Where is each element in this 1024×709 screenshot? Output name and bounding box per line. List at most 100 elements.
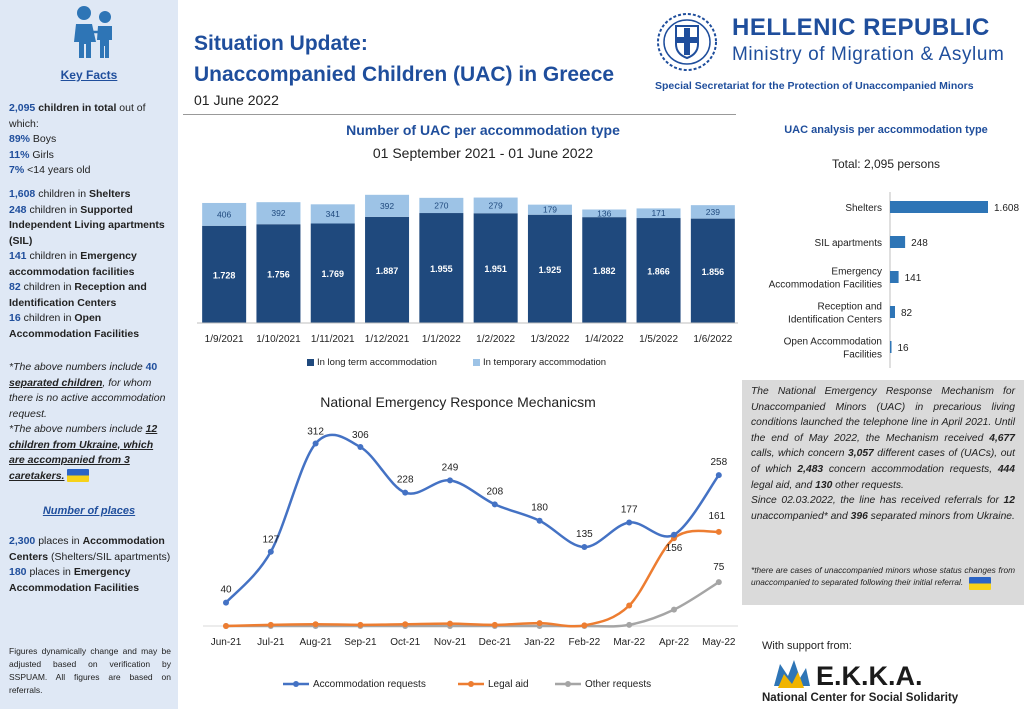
bar-label-temporary: 179: [543, 205, 557, 215]
series-point: [715, 579, 722, 586]
page-title-line2: Unaccompanied Children (UAC) in Greece: [194, 63, 615, 86]
bar-long-term: [419, 213, 464, 323]
analysis-category-label: Accommodation Facilities: [769, 280, 882, 291]
analysis-category-label: Shelters: [845, 203, 882, 214]
mechanism-line-chart: Jun-21 Jul-21 Aug-21 Sep-21 Oct-21 Nov-21 Dec-…: [203, 427, 738, 690]
analysis-category-label: Reception and: [818, 302, 883, 313]
mechanism-footnote: *there are cases of unaccompanied minors…: [751, 564, 1015, 590]
ric-count: 82: [9, 281, 21, 293]
bar-label-long-term: 1.951: [484, 264, 507, 274]
x-tick-label: Jul-21: [257, 637, 285, 648]
x-tick-label: 1/9/2021: [205, 334, 244, 345]
bar-temporary: [256, 202, 301, 225]
data-label-accommodation: 208: [486, 486, 503, 497]
series-line: [225, 529, 719, 628]
total-tail: out of which:: [9, 102, 146, 130]
ekka-logo-text: E.K.K.A.: [816, 661, 923, 691]
series-point: [626, 621, 633, 628]
x-tick-label: 1/3/2022: [530, 334, 569, 345]
open-type: Open Accommodation Facilities: [9, 312, 140, 340]
bar-label-long-term: 1.866: [647, 267, 670, 277]
shelters-label: children in: [35, 188, 89, 200]
legend-marker: [565, 681, 571, 687]
x-tick-label: Sep-21: [344, 637, 377, 648]
bar-long-term: [582, 217, 627, 323]
analysis-horizontal-bar-chart: 1.608 Shelters 248 SIL apartments 141 Emergen…: [769, 192, 1019, 368]
bar-temporary: [365, 194, 410, 217]
analysis-chart-subtitle: Total: 2,095 persons: [831, 157, 941, 171]
series-point: [447, 620, 453, 627]
bar-long-term: [636, 218, 681, 323]
analysis-bar: [890, 271, 899, 283]
note1-separated: separated children: [9, 376, 103, 389]
series-point: [715, 528, 722, 535]
series-point: [357, 621, 364, 628]
analysis-bar: [890, 201, 988, 213]
total-label: children in total: [35, 102, 117, 114]
girls-label: Girls: [29, 148, 54, 161]
places-centers-note: (Shelters/SIL apartments): [48, 550, 171, 563]
sidebar-footer: Figures dynamically change and may be ad…: [9, 646, 171, 695]
series-point: [223, 623, 229, 629]
analysis-chart-title: UAC analysis per accommodation type: [784, 124, 988, 136]
bar-label-temporary: 392: [380, 201, 394, 211]
series-point: [671, 531, 677, 538]
analysis-category-label: Identification Centers: [788, 315, 882, 326]
note2-text: *The above numbers include: [9, 423, 146, 435]
x-tick-label: 1/10/2021: [256, 334, 301, 345]
org-name: HELLENIC REPUBLIC: [732, 14, 990, 41]
x-tick-label: 1/5/2022: [639, 334, 678, 345]
series-point: [626, 519, 633, 526]
legend-marker: [468, 681, 474, 687]
bar-temporary: [527, 204, 572, 215]
secretariat-name: Special Secretariat for the Protection o…: [655, 80, 974, 92]
data-label-accommodation: 156: [666, 543, 683, 554]
data-label-accommodation: 312: [307, 427, 324, 438]
data-label-accommodation: 177: [621, 504, 638, 515]
bar-temporary: [419, 197, 464, 214]
series-point: [402, 489, 409, 496]
x-tick-label: Dec-21: [479, 637, 512, 648]
analysis-value-label: 82: [901, 308, 913, 319]
page-date: 01 June 2022: [194, 92, 279, 108]
places-centers-count: 2,300: [9, 535, 36, 547]
x-tick-label: Jun-21: [211, 637, 242, 648]
ukraine-flag-icon: [67, 469, 90, 483]
legend-label-temporary: In temporary accommodation: [483, 357, 606, 368]
analysis-bar: [890, 341, 892, 353]
bar-label-long-term: 1.925: [539, 265, 562, 275]
bar-label-long-term: 1.756: [267, 270, 290, 280]
ric-type: Reception and Identification Centers: [9, 281, 147, 309]
header-divider: [183, 114, 736, 115]
accommodation-chart-subtitle: 01 September 2021 - 01 June 2022: [372, 145, 594, 161]
data-label-other: 75: [713, 562, 725, 573]
bar-label-temporary: 392: [271, 208, 285, 218]
analysis-category-label: SIL apartments: [815, 238, 882, 249]
emergency-label: children in: [26, 250, 81, 262]
ekka-logo: E.K.K.A.: [774, 660, 923, 691]
series-point: [267, 621, 274, 628]
ukraine-flag-icon: [969, 576, 992, 590]
series-point: [581, 544, 588, 551]
total-count: 2,095: [9, 102, 36, 114]
accommodation-stacked-bar-chart: 1.728 406 1/9/2021 1.756 392 1/10/2021 1.769 34…: [197, 194, 738, 368]
note1-text: *The above numbers include: [9, 361, 146, 373]
support-org-name: National Center for Social Solidarity: [762, 692, 959, 704]
page-title-line1: Situation Update:: [194, 32, 368, 55]
places-centers-label: places in: [35, 535, 83, 547]
bar-label-long-term: 1.955: [430, 264, 453, 274]
mechanism-info-box: The National Emergency Response Mechanis…: [742, 380, 1024, 605]
bar-long-term: [473, 213, 518, 323]
emergency-type: Emergency accommodation facilities: [9, 250, 137, 278]
analysis-bar: [890, 236, 906, 248]
series-point: [626, 602, 633, 609]
placement-block: 1,608 children in Shelters 248 children …: [9, 187, 171, 342]
series-point: [491, 621, 498, 628]
series-point: [715, 472, 722, 479]
series-point: [402, 621, 409, 628]
under14-label: <14 years old: [24, 164, 91, 176]
x-tick-label: 1/4/2022: [585, 334, 624, 345]
mechanism-footnote-text: *there are cases of unaccompanied minors…: [751, 565, 1015, 588]
data-label-accommodation: 249: [442, 462, 459, 473]
notes-block: *The above numbers include 40 separated …: [9, 360, 171, 484]
